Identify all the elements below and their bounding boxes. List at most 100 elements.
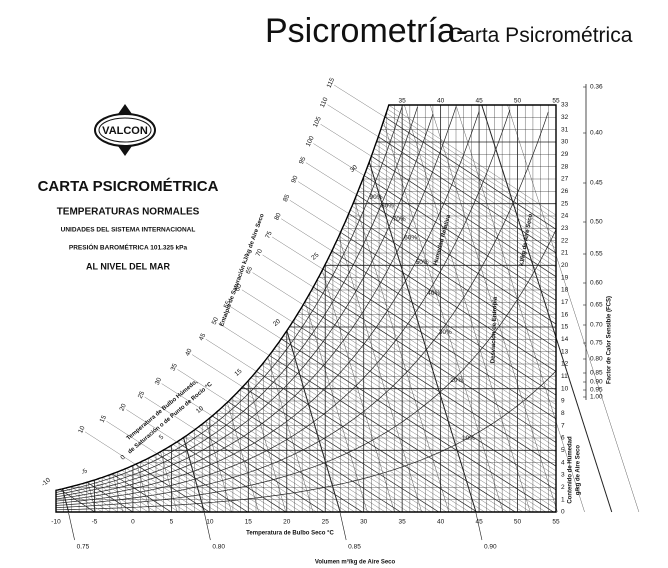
enthalpy-extension [106,421,158,454]
enthalpy-line [322,268,557,420]
volume-line [322,270,395,513]
volume-line [247,380,287,513]
volume-tick [475,512,483,541]
enthalpy-line [374,148,557,268]
volume-line [267,357,314,513]
x-tick-label: 50 [514,519,522,526]
enthalpy-line [348,213,557,349]
enthalpy-line [294,318,557,486]
enthalpy-line [290,325,557,495]
y-tick-label: 17 [561,299,569,306]
enthalpy-line [160,451,256,513]
header-line: PRESIÓN BAROMÉTRICA 101.325 kPa [69,243,188,252]
enthalpy-line [172,444,279,513]
volume-line [338,236,422,513]
rh-label: 10% [462,435,475,442]
top-tick-label: 55 [552,98,560,105]
enthalpy-line [248,380,455,513]
logo: VALCON [94,104,156,156]
enthalpy-line [205,421,348,513]
wet-bulb-tick-label: 15 [233,368,243,378]
enthalpy-line [320,272,557,424]
rh-label: 90% [370,194,383,201]
enthalpy-tick-label: 15 [99,414,109,424]
enthalpy-line [261,364,493,513]
logo-oval [94,113,156,147]
top-tick-label: 35 [399,98,407,105]
enthalpy-line [292,321,557,491]
wet-bulb-tick-label: 5 [158,433,166,441]
volume-line [507,104,640,513]
enthalpy-extension [205,339,257,372]
enthalpy-extension [262,254,314,288]
enthalpy-line [271,351,523,513]
shf-tick-label: 0.50 [590,219,603,226]
enthalpy-extension [305,162,357,195]
y-tick-label: 0 [561,509,565,516]
enthalpy-extension [272,236,323,270]
enthalpy-line [144,460,225,513]
enthalpy-extension [218,323,270,356]
header-line: UNIDADES DEL SISTEMA INTERNACIONAL [61,227,196,234]
wet-bulb-tick-label: -10 [40,477,52,489]
enthalpy-line [221,407,386,513]
volume-line [286,330,341,513]
y-tick-label: 27 [561,176,569,183]
top-tick-label: 50 [514,98,522,105]
volume-line [205,421,232,513]
enthalpy-line [384,116,557,230]
enthalpy-line [380,128,557,244]
enthalpy-tick-label: 90 [290,174,300,184]
enthalpy-tick-label: 10 [77,425,87,435]
y-tick-label: 32 [561,114,569,121]
enthalpy-tick-label: 85 [282,193,292,203]
x-tick-label: 30 [360,519,368,526]
enthalpy-line [355,198,557,329]
enthalpy-line [258,368,485,513]
rh-curve [55,106,418,495]
enthalpy-line [233,395,416,513]
enthalpy-line [65,487,103,513]
rh-label: 80% [381,203,394,210]
y-tick-label: 2 [561,484,565,491]
enthalpy-line [317,279,557,434]
shf-tick-label: 0.36 [590,84,603,91]
shf-tick-label: 0.60 [590,280,603,287]
enthalpy-line [236,392,424,513]
enthalpy-tick-label: 95 [298,155,308,165]
wet-bulb-tick-label: 25 [310,251,320,261]
enthalpy-extension [126,409,177,443]
enthalpy-line [70,486,111,513]
enthalpy-line [342,228,557,367]
shf-tick-label: 0.40 [590,130,603,137]
rh-label: 20% [450,377,463,384]
enthalpy-line [303,304,557,467]
enthalpy-line [319,276,557,429]
enthalpy-tick-label: 20 [118,402,128,412]
enthalpy-line [387,108,557,220]
x-tick-label: 55 [552,519,560,526]
volume-line [368,161,477,513]
enthalpy-line [366,167,557,292]
enthalpy-line [269,355,516,513]
y-tick-label: 11 [561,373,568,380]
chart-frame [55,104,557,513]
shf-tick-label: 0.75 [590,340,603,347]
enthalpy-line [198,426,332,513]
enthalpy-tick-label: 35 [170,362,180,372]
enthalpy-line [376,140,557,258]
enthalpy-line [338,235,557,377]
enthalpy-line [107,475,164,513]
enthalpy-line [362,179,557,306]
enthalpy-line [371,155,557,277]
y-tick-label: 8 [561,410,565,417]
enthalpy-line [315,283,557,438]
volume-line [481,104,613,513]
shf-tick-label: 0.45 [590,180,603,187]
volume-line [455,104,585,513]
x-tick-label: 40 [437,519,445,526]
enthalpy-line [378,136,557,254]
shf-tick-label: 0.80 [590,356,603,363]
y-tick-label: 12 [561,361,569,368]
x-tick-label: -5 [92,519,98,526]
